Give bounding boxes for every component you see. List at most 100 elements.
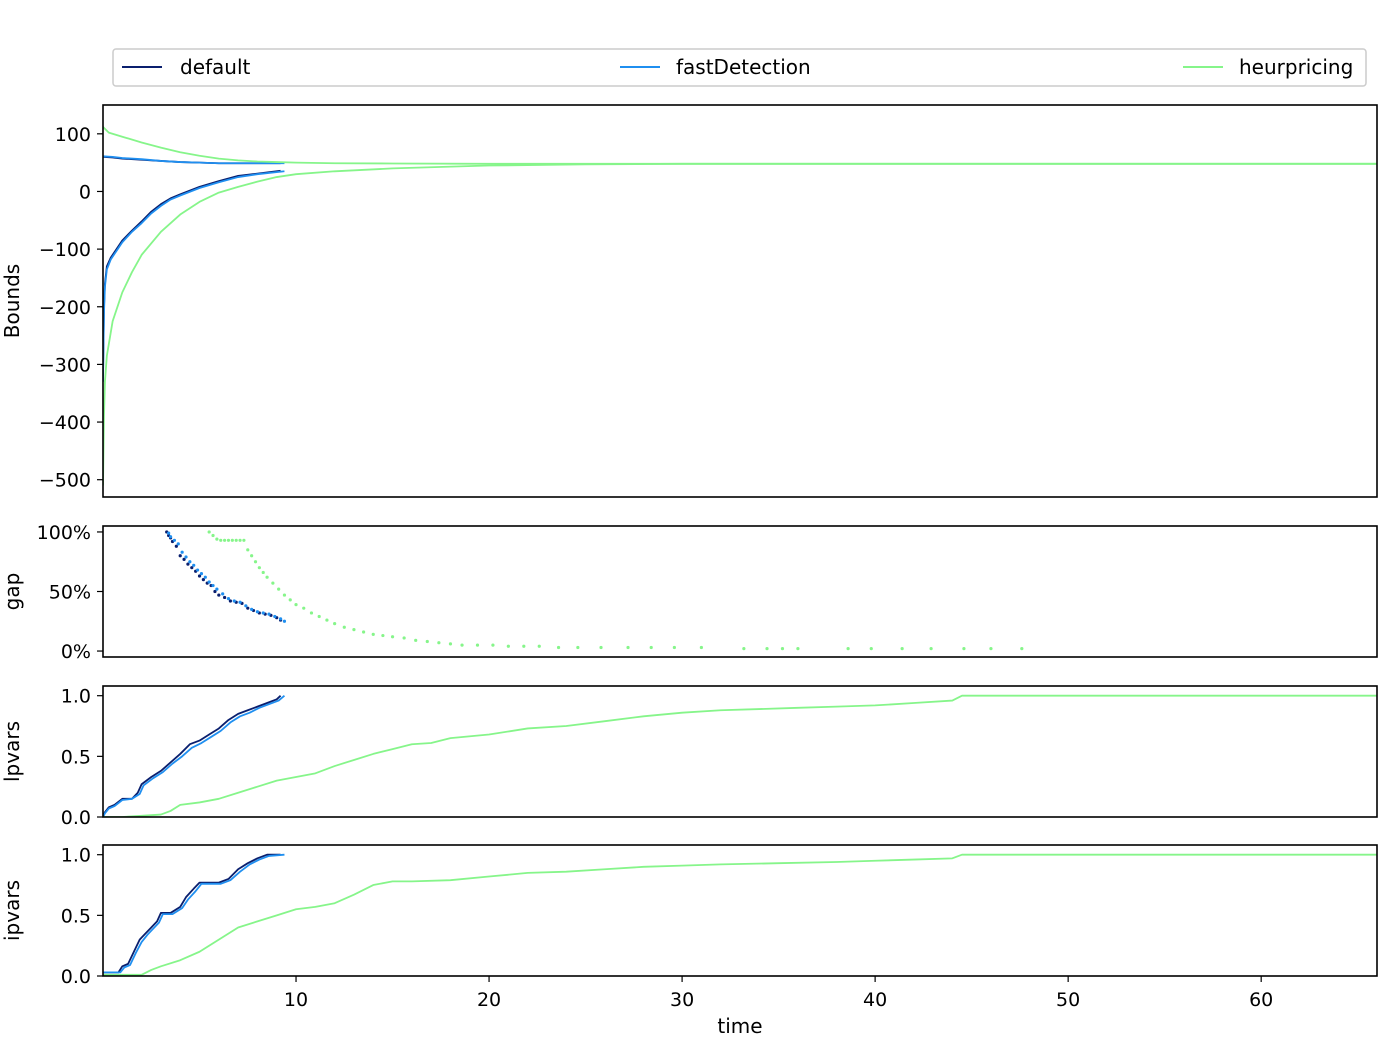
- gap-point-fastdetection: [188, 560, 192, 564]
- gap-point-fastdetection: [215, 587, 219, 591]
- gap-point-fastdetection: [273, 614, 277, 619]
- gap-point-heurpricing: [265, 575, 269, 579]
- gap-point-heurpricing: [522, 644, 526, 648]
- gap-point-fastdetection: [238, 600, 242, 604]
- ipvars-xtick-label: 20: [477, 989, 501, 1011]
- xlabel-time: time: [717, 1014, 762, 1038]
- gap-point-heurpricing: [361, 630, 366, 634]
- ipvars-ylabel: ipvars: [0, 880, 24, 941]
- legend-label-fastdetection: fastDetection: [676, 55, 811, 79]
- ipvars-ytick-label: 0.0: [61, 966, 91, 988]
- gap-point-fastdetection: [203, 575, 207, 579]
- gap-point-heurpricing: [294, 603, 298, 607]
- gap-point-heurpricing: [780, 647, 785, 651]
- gap-point-default: [223, 595, 227, 600]
- gap-point-heurpricing: [556, 645, 561, 650]
- gap-series-fastdetection: [167, 531, 287, 623]
- gap-point-heurpricing: [352, 628, 356, 632]
- lpvars-series-heurpricing: [103, 694, 1377, 817]
- bounds-ylabel: Bounds: [0, 264, 24, 338]
- ipvars-xtick-label: 50: [1056, 989, 1080, 1011]
- gap-point-heurpricing: [226, 538, 231, 542]
- bounds-ytick-label: −300: [39, 354, 91, 376]
- bounds-panel: 100 0 −100 −200 −300 −400 −500 Bounds: [0, 104, 1378, 498]
- lpvars-axes-frame: [102, 685, 1378, 818]
- gap-point-fastdetection: [195, 568, 200, 572]
- gap-point-heurpricing: [962, 647, 966, 651]
- ipvars-xtick-label: 60: [1249, 989, 1273, 1011]
- gap-point-heurpricing: [230, 538, 234, 542]
- gap-point-heurpricing: [317, 614, 321, 619]
- gap-point-heurpricing: [900, 647, 904, 651]
- gap-point-heurpricing: [211, 533, 215, 538]
- gap-point-heurpricing: [491, 643, 495, 647]
- gap-point-heurpricing: [576, 645, 580, 650]
- gap-point-heurpricing: [333, 622, 337, 626]
- gap-point-fastdetection: [176, 542, 180, 546]
- gap-point-heurpricing: [234, 538, 238, 542]
- bounds-ytick-label: −200: [39, 297, 91, 319]
- gap-point-heurpricing: [989, 647, 993, 651]
- gap-point-fastdetection: [172, 538, 177, 542]
- legend: default fastDetection heurpricing: [112, 48, 1367, 87]
- gap-point-default: [197, 574, 202, 578]
- gap-point-heurpricing: [261, 570, 265, 575]
- gap-point-heurpricing: [371, 632, 375, 636]
- gap-point-heurpricing: [599, 645, 603, 650]
- gap-point-heurpricing: [250, 554, 254, 558]
- lpvars-panel: 1.0 0.5 0.0 lpvars: [0, 685, 1378, 829]
- gap-point-heurpricing: [381, 633, 385, 638]
- gap-point-heurpricing: [672, 645, 676, 650]
- gap-point-heurpricing: [288, 598, 292, 602]
- gap-point-fastdetection: [261, 611, 265, 615]
- gap-point-heurpricing: [1020, 647, 1024, 651]
- gap-point-heurpricing: [796, 647, 800, 651]
- gap-point-heurpricing: [246, 548, 250, 552]
- gap-point-heurpricing: [626, 645, 630, 650]
- bounds-series-fastdetection-upper: [103, 155, 285, 165]
- gap-point-fastdetection: [168, 535, 173, 539]
- gap-panel: 100% 50% 0% gap: [0, 522, 1378, 663]
- ipvars-panel: 1.0 0.5 0.0 ipvars 10 20 30 40 50 60 time: [0, 844, 1378, 1038]
- gap-point-fastdetection: [221, 592, 225, 596]
- ipvars-plot-area: [103, 853, 1377, 976]
- gap-plot-area: [165, 530, 1024, 651]
- gap-ytick-label: 50%: [49, 582, 91, 604]
- gap-point-heurpricing: [846, 647, 850, 651]
- gap-point-heurpricing: [238, 538, 242, 542]
- gap-point-fastdetection: [244, 604, 248, 608]
- gap-point-heurpricing: [437, 641, 441, 645]
- gap-point-fastdetection: [207, 580, 211, 584]
- gap-point-heurpricing: [448, 642, 453, 646]
- gap-point-heurpricing: [271, 581, 275, 585]
- gap-point-fastdetection: [267, 612, 271, 616]
- legend-label-default: default: [180, 55, 251, 79]
- legend-label-heurpricing: heurpricing: [1239, 55, 1353, 79]
- gap-point-default: [186, 562, 190, 566]
- gap-point-heurpricing: [414, 638, 418, 642]
- gap-point-heurpricing: [302, 606, 306, 610]
- ipvars-ytick-label: 1.0: [61, 845, 91, 867]
- gap-point-heurpricing: [219, 538, 223, 542]
- gap-point-heurpricing: [223, 538, 227, 542]
- ipvars-xtick-label: 30: [670, 989, 694, 1011]
- bounds-ytick-label: −400: [39, 412, 91, 434]
- legend-frame: [112, 48, 1367, 87]
- gap-point-heurpricing: [506, 644, 510, 648]
- gap-point-fastdetection: [232, 599, 236, 603]
- gap-point-heurpricing: [325, 618, 329, 622]
- gap-point-fastdetection: [180, 550, 184, 554]
- gap-point-heurpricing: [460, 643, 464, 647]
- gap-point-heurpricing: [282, 593, 287, 597]
- bounds-series-fastdetection-lower: [103, 170, 285, 382]
- ipvars-series-default: [103, 853, 281, 974]
- gap-point-heurpricing: [765, 647, 769, 651]
- bounds-series-heurpricing-lower: [103, 162, 1377, 486]
- gap-point-heurpricing: [699, 645, 703, 650]
- gap-point-heurpricing: [342, 625, 346, 629]
- bounds-axes-frame: [102, 104, 1378, 498]
- lpvars-plot-area: [103, 694, 1377, 817]
- gap-point-fastdetection: [226, 597, 231, 601]
- gap-ylabel: gap: [0, 573, 24, 611]
